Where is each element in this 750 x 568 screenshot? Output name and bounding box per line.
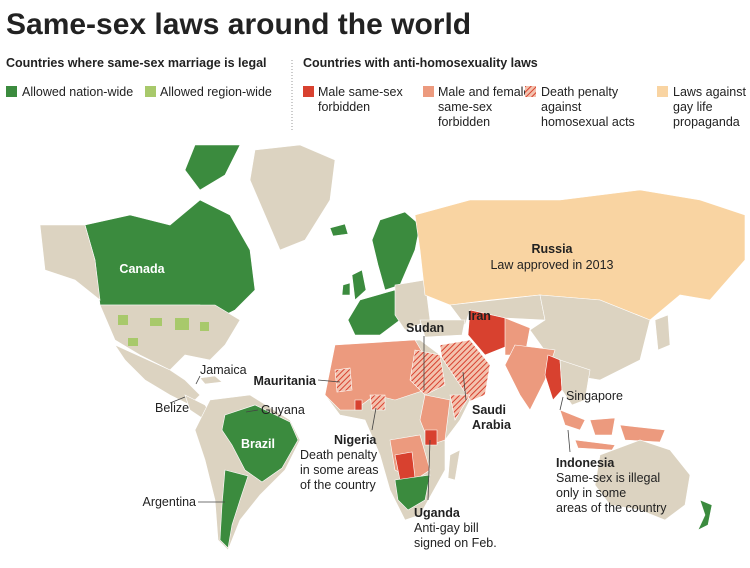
- us-state: [200, 322, 209, 331]
- map-label: Uganda: [414, 506, 461, 520]
- us-state: [128, 338, 138, 346]
- myanmar: [544, 354, 563, 401]
- leader-line: [245, 409, 259, 413]
- map-label: Sudan: [406, 321, 444, 335]
- turkey: [419, 319, 466, 338]
- map-labels: Canada Russia Law approved in 2013 Iran …: [119, 242, 667, 550]
- mauritania: [334, 367, 353, 393]
- us-state: [150, 318, 162, 326]
- map-note: Death penalty in some areas of the country: [300, 448, 379, 492]
- madagascar: [447, 449, 461, 481]
- argentina: [219, 469, 249, 549]
- leader-line: [567, 429, 571, 453]
- map-label: Iran: [468, 309, 491, 323]
- leader-line: [317, 379, 341, 383]
- title: Same-sex laws around the world: [6, 8, 471, 41]
- south-africa: [394, 474, 431, 511]
- usa: [99, 304, 241, 371]
- legend-heading: Countries with anti-homosexuality laws: [303, 56, 538, 70]
- southeast-asia: [559, 359, 591, 406]
- somalia: [449, 394, 471, 421]
- map-note: Anti-gay bill signed on Feb.: [414, 521, 497, 550]
- map-label: Canada: [119, 262, 165, 276]
- leader-line: [195, 375, 201, 385]
- map-label: Russia: [532, 242, 574, 256]
- uk: [351, 269, 367, 301]
- map: [39, 144, 746, 551]
- sudan: [409, 349, 446, 396]
- legend-label: Male and female same-sex forbidden: [438, 85, 530, 129]
- us-state: [118, 315, 128, 325]
- indonesia: [559, 409, 666, 451]
- leader-line: [462, 371, 467, 401]
- legend-swatch: [145, 86, 156, 97]
- map-label: Belize: [155, 401, 189, 415]
- legend-heading: Countries where same-sex marriage is leg…: [6, 56, 267, 70]
- west-africa-country: [354, 399, 363, 411]
- australia: [594, 439, 691, 521]
- map-label: Mauritania: [253, 374, 317, 388]
- map-label: Jamaica: [200, 363, 247, 377]
- india: [504, 344, 556, 411]
- legend-label: Male same-sex forbidden: [318, 85, 403, 114]
- leader-lines: [169, 336, 571, 503]
- map-label: Indonesia: [556, 456, 615, 470]
- map-note: Law approved in 2013: [490, 258, 613, 272]
- legend-label: Allowed region-wide: [160, 85, 272, 99]
- brazil: [221, 404, 299, 483]
- leader-line: [371, 407, 377, 431]
- map-label: Guyana: [261, 403, 305, 417]
- legend-swatch: [423, 86, 434, 97]
- iran: [467, 309, 511, 356]
- new-zealand: [697, 499, 713, 531]
- greenland: [249, 144, 336, 251]
- map-label: Saudi Arabia: [472, 403, 512, 432]
- uganda: [424, 429, 438, 446]
- legend-swatch: [6, 86, 17, 97]
- canada-islands: [184, 144, 241, 191]
- legend-swatch: [525, 86, 536, 97]
- map-label: Singapore: [566, 389, 623, 403]
- russia: [414, 189, 746, 321]
- legend-label: Laws against gay life propaganda: [673, 85, 746, 129]
- map-note: Same-sex is illegal only in some areas of …: [556, 471, 667, 515]
- legend-swatch: [303, 86, 314, 97]
- legend-label: Allowed nation-wide: [22, 85, 133, 99]
- map-label: Nigeria: [334, 433, 377, 447]
- scandinavia: [371, 211, 421, 291]
- us-state: [175, 318, 189, 330]
- leader-line: [169, 396, 186, 404]
- japan: [654, 314, 671, 351]
- legend-label: Death penalty against homosexual acts: [541, 85, 635, 129]
- canada: [84, 199, 256, 321]
- map-label: Argentina: [142, 495, 196, 509]
- caribbean: [199, 375, 223, 385]
- iceland: [329, 223, 349, 237]
- nigeria: [369, 394, 386, 411]
- leader-line: [427, 439, 431, 501]
- legend-swatch: [657, 86, 668, 97]
- map-label: Brazil: [241, 437, 275, 451]
- alaska: [39, 224, 101, 301]
- ireland: [341, 282, 351, 296]
- leader-line: [559, 396, 564, 411]
- eastern-europe: [394, 279, 431, 331]
